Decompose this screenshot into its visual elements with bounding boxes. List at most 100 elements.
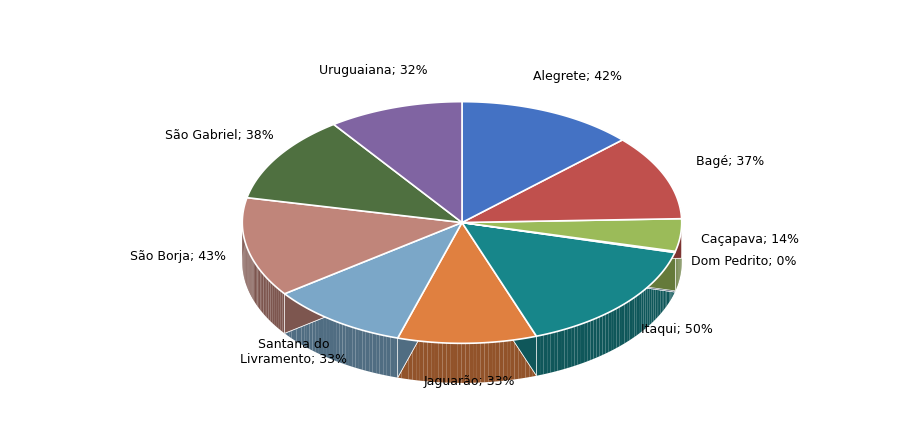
Polygon shape xyxy=(334,101,462,222)
Polygon shape xyxy=(605,313,608,354)
Text: Bagé; 37%: Bagé; 37% xyxy=(696,155,764,168)
Polygon shape xyxy=(419,341,423,381)
Polygon shape xyxy=(307,308,310,349)
Polygon shape xyxy=(412,340,416,380)
Polygon shape xyxy=(280,291,283,332)
Polygon shape xyxy=(370,332,372,372)
Polygon shape xyxy=(443,343,446,383)
Polygon shape xyxy=(614,308,616,349)
Polygon shape xyxy=(578,324,581,365)
Polygon shape xyxy=(581,323,584,364)
Polygon shape xyxy=(462,222,675,292)
Polygon shape xyxy=(318,314,321,355)
Polygon shape xyxy=(435,343,439,382)
Polygon shape xyxy=(259,269,261,310)
Polygon shape xyxy=(255,263,256,304)
Polygon shape xyxy=(575,325,578,366)
Polygon shape xyxy=(352,327,356,368)
Polygon shape xyxy=(252,259,254,300)
Polygon shape xyxy=(554,332,557,372)
Polygon shape xyxy=(376,334,380,374)
Polygon shape xyxy=(571,326,575,367)
Polygon shape xyxy=(593,318,597,359)
Polygon shape xyxy=(602,314,605,355)
Polygon shape xyxy=(356,328,359,369)
Polygon shape xyxy=(665,267,666,308)
Polygon shape xyxy=(515,340,518,380)
Polygon shape xyxy=(480,343,484,382)
Polygon shape xyxy=(391,337,394,377)
Polygon shape xyxy=(469,343,473,383)
Polygon shape xyxy=(366,331,370,372)
Polygon shape xyxy=(432,342,435,382)
Text: Uruguaiana; 32%: Uruguaiana; 32% xyxy=(319,64,428,77)
Polygon shape xyxy=(333,320,336,361)
Polygon shape xyxy=(397,338,401,378)
Polygon shape xyxy=(492,342,496,382)
Polygon shape xyxy=(651,282,653,323)
Text: Santana do
Livramento; 33%: Santana do Livramento; 33% xyxy=(240,339,347,367)
Polygon shape xyxy=(327,318,330,359)
Polygon shape xyxy=(627,301,629,342)
Polygon shape xyxy=(625,302,627,344)
Polygon shape xyxy=(339,323,343,364)
Polygon shape xyxy=(397,222,537,344)
Polygon shape xyxy=(588,320,590,361)
Polygon shape xyxy=(653,280,655,321)
Polygon shape xyxy=(457,344,462,383)
Polygon shape xyxy=(292,299,294,340)
Polygon shape xyxy=(616,307,619,348)
Text: Alegrete; 42%: Alegrete; 42% xyxy=(533,70,622,83)
Polygon shape xyxy=(533,336,537,376)
Polygon shape xyxy=(661,272,663,314)
Polygon shape xyxy=(637,294,639,335)
Polygon shape xyxy=(362,330,366,371)
Polygon shape xyxy=(466,343,469,383)
Polygon shape xyxy=(289,297,292,338)
Text: São Borja; 43%: São Borja; 43% xyxy=(130,250,226,263)
Polygon shape xyxy=(462,218,682,251)
Polygon shape xyxy=(286,295,289,337)
Polygon shape xyxy=(507,340,511,380)
Polygon shape xyxy=(551,332,554,372)
Polygon shape xyxy=(462,222,675,252)
Polygon shape xyxy=(584,322,588,363)
Polygon shape xyxy=(543,334,547,374)
Polygon shape xyxy=(462,222,537,376)
Polygon shape xyxy=(657,276,659,318)
Polygon shape xyxy=(462,222,675,291)
Text: Jaguarão; 33%: Jaguarão; 33% xyxy=(423,376,515,388)
Polygon shape xyxy=(321,315,324,356)
Polygon shape xyxy=(336,322,339,362)
Polygon shape xyxy=(635,296,637,337)
Polygon shape xyxy=(673,255,674,296)
Polygon shape xyxy=(383,336,387,376)
Polygon shape xyxy=(600,316,602,356)
Text: Caçapava; 14%: Caçapava; 14% xyxy=(701,233,799,246)
Polygon shape xyxy=(359,329,362,370)
Polygon shape xyxy=(256,265,258,306)
Polygon shape xyxy=(462,101,623,222)
Polygon shape xyxy=(454,343,457,383)
Polygon shape xyxy=(462,222,537,376)
Polygon shape xyxy=(372,333,376,373)
Polygon shape xyxy=(488,342,492,382)
Polygon shape xyxy=(387,336,391,376)
Polygon shape xyxy=(619,305,622,346)
Polygon shape xyxy=(247,125,462,222)
Polygon shape xyxy=(500,341,504,381)
Polygon shape xyxy=(416,341,419,380)
Polygon shape xyxy=(380,335,383,375)
Polygon shape xyxy=(540,335,543,375)
Polygon shape xyxy=(655,278,657,320)
Polygon shape xyxy=(529,337,533,377)
Polygon shape xyxy=(394,337,397,378)
Polygon shape xyxy=(304,307,307,348)
Polygon shape xyxy=(343,324,346,364)
Polygon shape xyxy=(663,268,665,310)
Polygon shape xyxy=(650,283,651,325)
Polygon shape xyxy=(462,140,682,222)
Polygon shape xyxy=(273,283,274,325)
Polygon shape xyxy=(611,310,614,351)
Polygon shape xyxy=(265,276,267,318)
